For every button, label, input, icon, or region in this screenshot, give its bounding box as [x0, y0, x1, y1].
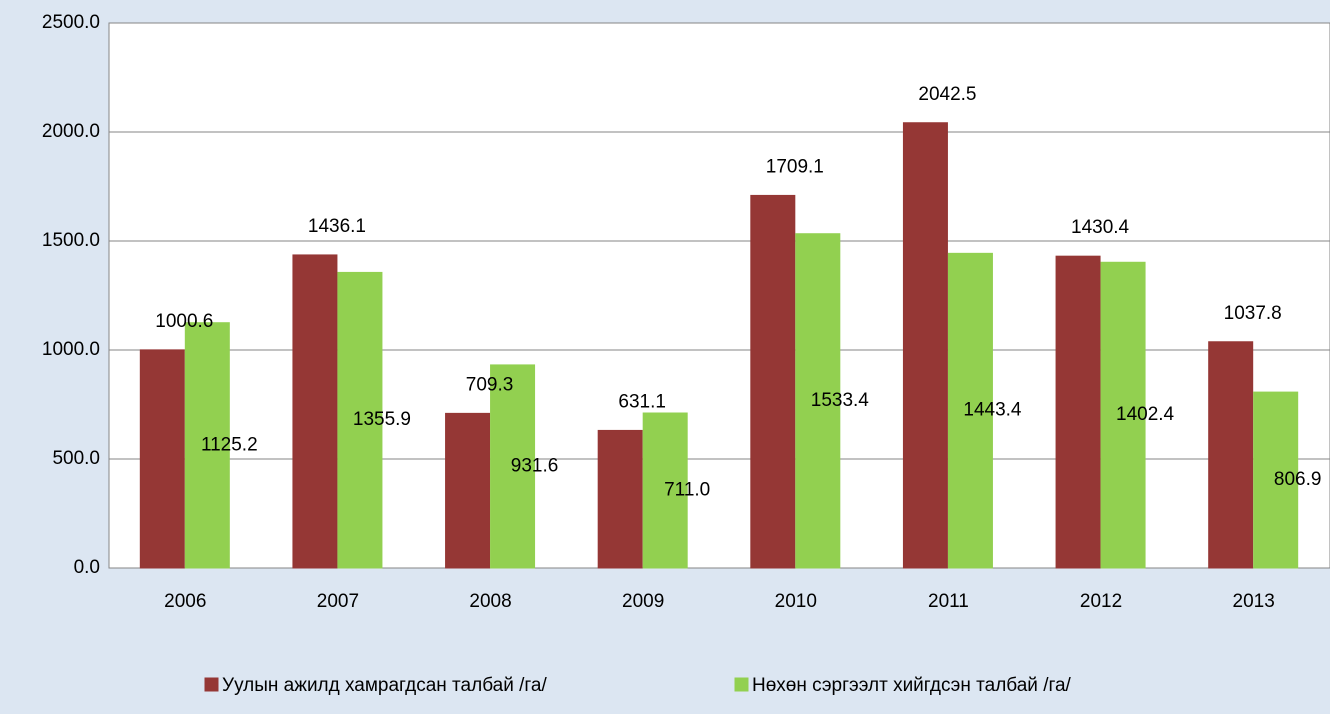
bar — [1100, 261, 1146, 569]
data-label: 1436.1 — [308, 216, 366, 237]
bar — [184, 322, 230, 569]
y-tick-label: 1500.0 — [42, 230, 100, 251]
data-label: 1533.4 — [811, 390, 870, 411]
bar — [1055, 255, 1101, 569]
y-tick-label: 1000.0 — [42, 339, 100, 360]
x-tick-label: 2010 — [775, 591, 817, 612]
bar — [902, 122, 948, 569]
data-label: 711.0 — [664, 480, 710, 501]
data-label: 1037.8 — [1224, 303, 1282, 324]
x-tick-label: 2006 — [164, 591, 206, 612]
bar — [947, 252, 993, 569]
bar — [445, 412, 491, 569]
y-tick-label: 2500.0 — [42, 12, 100, 33]
x-tick-label: 2007 — [317, 591, 359, 612]
x-tick-label: 2013 — [1233, 591, 1275, 612]
data-label: 1125.2 — [201, 434, 258, 455]
legend-label: Уулын ажилд хамрагдсан талбай /га/ — [222, 675, 547, 696]
bar — [597, 429, 643, 569]
data-label: 1355.9 — [353, 409, 411, 430]
legend-label: Нөхөн сэргээлт хийгдсэн талбай /га/ — [752, 675, 1072, 696]
legend-swatch — [204, 677, 219, 692]
x-tick-label: 2011 — [928, 591, 969, 612]
data-label: 1402.4 — [1116, 404, 1175, 425]
y-tick-label: 0.0 — [74, 557, 100, 578]
bar — [1253, 391, 1299, 569]
bar — [1208, 341, 1254, 569]
bar — [795, 233, 841, 569]
bar — [337, 271, 383, 569]
x-tick-label: 2008 — [469, 591, 511, 612]
y-tick-label: 500.0 — [52, 448, 100, 469]
data-label: 631.1 — [618, 391, 666, 412]
x-tick-label: 2012 — [1080, 591, 1122, 612]
bar — [750, 194, 796, 569]
plot-area — [108, 22, 1330, 569]
bar — [642, 412, 688, 569]
bar — [490, 364, 536, 569]
data-label: 1430.4 — [1071, 217, 1130, 238]
bar — [292, 254, 338, 569]
legend-swatch — [734, 677, 749, 692]
data-label: 709.3 — [466, 374, 514, 395]
data-label: 931.6 — [511, 455, 559, 476]
bar — [139, 349, 185, 569]
data-label: 806.9 — [1274, 469, 1322, 490]
data-label: 1000.6 — [155, 311, 213, 332]
data-label: 1443.4 — [963, 400, 1022, 421]
data-label: 2042.5 — [918, 84, 976, 105]
y-tick-label: 2000.0 — [42, 121, 100, 142]
data-label: 1709.1 — [766, 156, 824, 177]
x-tick-label: 2009 — [622, 591, 664, 612]
